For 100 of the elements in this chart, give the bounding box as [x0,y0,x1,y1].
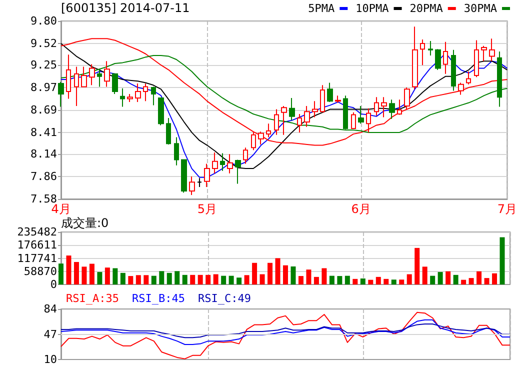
candlestick [366,108,371,133]
y-tick-label: 8.97 [30,81,57,94]
bar [422,266,428,284]
candlestick [81,66,87,88]
bar [228,276,234,284]
y-tick-label: 117741 [17,252,57,265]
y-tick-label: 7.86 [30,170,57,184]
bar [306,270,312,284]
bar [344,276,350,284]
candlestick [127,93,133,102]
y-tick-label: 8.41 [30,126,57,139]
candlestick [428,40,433,56]
bar [221,276,226,284]
bar [275,258,280,284]
bar [384,278,389,284]
bar [337,276,342,284]
bar [182,274,188,284]
candlestick [274,108,279,136]
candlestick [420,38,425,66]
bar [399,280,404,284]
candlestick [174,136,179,166]
candlestick [489,38,495,62]
bar [360,278,366,284]
candlestick [404,87,410,110]
y-tick-label: 176611 [17,238,57,252]
bar [468,278,474,284]
bar [213,274,218,284]
bar [352,278,358,284]
chart-title: [600135] 2014-07-11 [61,1,190,15]
line-series [60,54,508,133]
bar [136,275,141,284]
bar [438,272,443,284]
candlestick [327,82,333,102]
candlestick [381,96,387,118]
bar [500,237,505,284]
bar [58,264,64,284]
line-series [60,312,510,360]
candlestick [374,96,379,116]
bar [446,271,451,284]
y-tick-label: 8.14 [30,148,58,161]
legend-label: 10PMA [356,2,390,15]
candlestick [243,147,248,164]
bar [283,265,288,284]
text: RSI_A:35 [66,292,119,305]
bar [476,271,482,284]
bar [290,266,296,284]
candlestick [97,68,102,88]
bar [190,274,196,284]
legend-label: 20PMA [410,2,444,15]
bar [151,276,156,284]
candlestick [151,86,156,106]
bar [368,280,374,284]
candlestick [289,97,295,121]
bar [430,276,436,284]
bar [492,273,498,284]
bar [322,268,327,284]
candlestick [281,105,287,136]
candlestick [112,73,118,94]
candlestick [166,118,171,145]
x-tick-label: 5月 [197,202,217,216]
x-tick-label: 7月 [497,202,518,216]
candlestick [181,159,187,194]
bar [461,280,466,284]
candlestick [266,123,271,138]
candlestick [189,176,195,196]
bar [376,276,381,284]
candlestick [466,71,471,85]
candlestick [297,114,302,133]
candlestick [120,88,125,108]
candlestick [458,82,464,96]
bar [206,274,211,284]
candlestick [220,152,225,172]
bar [104,268,110,284]
candlestick [312,100,318,118]
candlestick [227,154,233,174]
bar [314,276,319,284]
candlestick [197,178,202,188]
candlestick [451,49,456,92]
text: RSI_C:49 [198,292,251,305]
y-tick-label: 10 [44,353,57,365]
candlestick [351,112,356,129]
candlestick [158,97,164,126]
candlestick [104,60,110,88]
candlestick [397,99,402,116]
bar [484,278,490,284]
y-tick-label: 9.25 [30,58,57,72]
line-series [60,38,508,146]
y-tick-label: 9.80 [30,14,57,28]
legend-label: 30PMA [464,2,498,15]
bar [74,262,79,284]
candlestick [435,48,441,70]
candlestick [335,95,341,104]
candlestick [358,105,364,124]
bar [198,274,203,284]
bar [406,274,412,284]
y-tick-label: 0 [50,278,57,291]
candlestick [204,163,210,188]
candlestick [412,26,418,90]
candlestick [320,84,325,113]
chart-title: 成交量:0 [61,216,109,230]
